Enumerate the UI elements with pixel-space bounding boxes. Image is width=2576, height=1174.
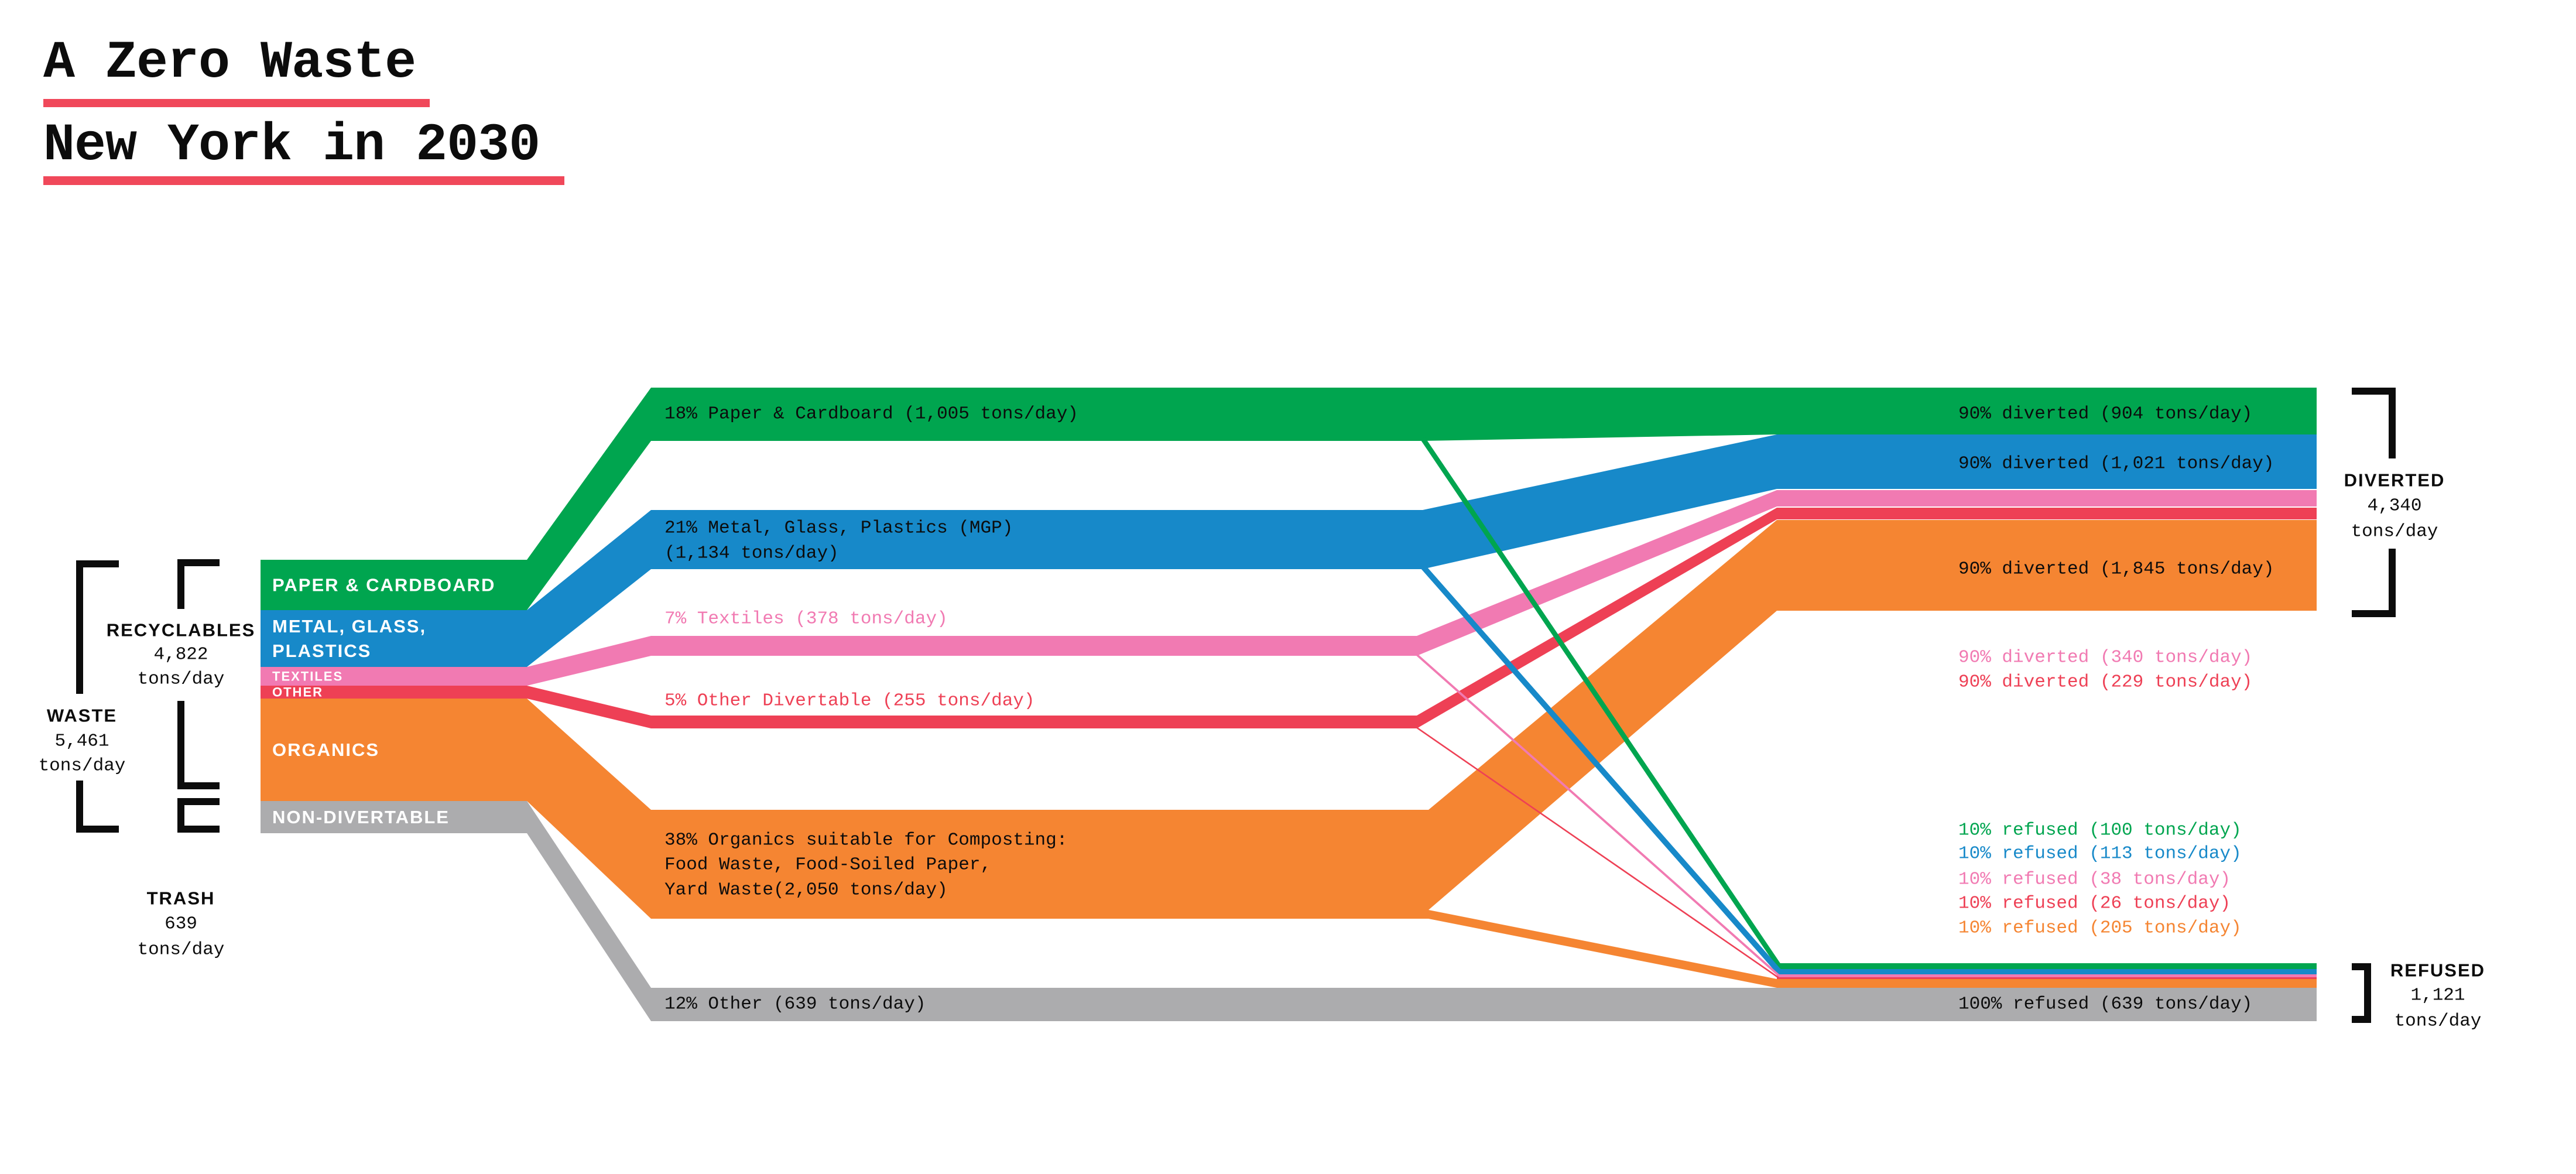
label-textiles-refused: 10% refused (38 tons/day): [1958, 870, 2231, 890]
flow-paper-refused-line: [1420, 437, 1782, 968]
flow-mgp-refused: [1777, 969, 2317, 974]
label-mgp-share: (1,134 tons/day): [664, 543, 839, 564]
bracket-diverted: [2352, 549, 2396, 617]
bracket-refused-name: REFUSED: [2390, 960, 2485, 981]
flow-textiles-refused: [1777, 974, 2317, 977]
label-organics-share: 38% Organics suitable for Composting:: [664, 830, 1067, 851]
label-textiles-share: 7% Textiles (378 tons/day): [664, 609, 948, 629]
node-nondiv: [261, 801, 527, 833]
node-other-label: OTHER: [272, 685, 323, 700]
node-mgp-label: METAL, GLASS,: [272, 616, 426, 636]
title-line-2: New York in 2030: [43, 116, 540, 176]
label-organics-diverted: 90% diverted (1,845 tons/day): [1958, 559, 2274, 580]
bracket-trash-unit: tons/day: [138, 940, 225, 960]
node-mgp-label: PLASTICS: [272, 641, 371, 661]
flow-textiles-refused-line: [1416, 653, 1780, 977]
bracket-recyclables-value: 4,822: [153, 645, 208, 665]
bracket-waste: [76, 560, 119, 694]
label-paper-diverted: 90% diverted (904 tons/day): [1958, 404, 2252, 425]
bracket-trash-name: TRASH: [147, 888, 215, 909]
label-nondiv-refused: 100% refused (639 tons/day): [1958, 994, 2252, 1015]
bracket-diverted-unit: tons/day: [2351, 522, 2438, 542]
flow-textiles-diverted: [527, 490, 2317, 686]
bracket-recyclables: [177, 701, 220, 789]
bracket-diverted: [2352, 388, 2396, 458]
node-organics-label: ORGANICS: [272, 740, 379, 760]
node-other: [261, 686, 527, 699]
flow-paper-refused: [1777, 963, 2317, 969]
bracket-waste-name: WASTE: [47, 706, 117, 726]
title-underline-2: [43, 176, 564, 185]
bracket-recyclables: [177, 559, 220, 609]
flow-mgp-refused-line: [1420, 564, 1782, 974]
label-organics-refused: 10% refused (205 tons/day): [1958, 918, 2242, 939]
flow-organics-diverted: [527, 520, 2317, 919]
label-other-share: 5% Other Divertable (255 tons/day): [664, 691, 1035, 711]
title-underline-1: [43, 99, 430, 107]
bracket-diverted-name: DIVERTED: [2344, 470, 2445, 491]
bracket-waste-value: 5,461: [54, 731, 109, 752]
bracket-refused: [2352, 963, 2371, 1023]
label-organics-share: Yard Waste(2,050 tons/day): [664, 880, 948, 901]
bracket-trash: [177, 798, 220, 833]
bracket-recyclables-unit: tons/day: [138, 669, 225, 690]
node-nondiv-label: NON-DIVERTABLE: [272, 807, 450, 827]
node-paper: [261, 560, 527, 610]
node-organics: [261, 699, 527, 801]
label-mgp-diverted: 90% diverted (1,021 tons/day): [1958, 454, 2274, 474]
bracket-trash-value: 639: [165, 914, 197, 935]
label-mgp-refused: 10% refused (113 tons/day): [1958, 844, 2242, 864]
label-paper-share: 18% Paper & Cardboard (1,005 tons/day): [664, 404, 1078, 425]
bracket-waste: [76, 781, 119, 833]
bracket-diverted-value: 4,340: [2367, 496, 2421, 516]
label-other-diverted: 90% diverted (229 tons/day): [1958, 672, 2252, 693]
flow-nondivertable-refused: [527, 801, 2317, 1021]
title-line-1: A Zero Waste: [43, 33, 416, 93]
node-textiles-label: TEXTILES: [272, 669, 343, 684]
flow-other-refused-line: [1416, 727, 1780, 979]
bracket-refused-value: 1,121: [2410, 985, 2465, 1006]
flow-organics-refused: [1429, 910, 2317, 988]
flow-paper-diverted: [527, 388, 2317, 610]
label-textiles-diverted: 90% diverted (340 tons/day): [1958, 648, 2252, 668]
bracket-waste-unit: tons/day: [39, 756, 126, 776]
label-organics-share: Food Waste, Food-Soiled Paper,: [664, 855, 991, 875]
label-paper-refused: 10% refused (100 tons/day): [1958, 820, 2242, 841]
label-mgp-share: 21% Metal, Glass, Plastics (MGP): [664, 518, 1013, 539]
node-textiles: [261, 667, 527, 686]
label-nondiv-share: 12% Other (639 tons/day): [664, 994, 926, 1015]
node-mgp: [261, 610, 527, 667]
node-paper-label: PAPER & CARDBOARD: [272, 575, 495, 595]
bracket-recyclables-name: RECYCLABLES: [107, 620, 256, 641]
label-other-refused: 10% refused (26 tons/day): [1958, 894, 2231, 914]
flow-mgp-diverted: [527, 434, 2317, 667]
flow-other-refused: [1777, 977, 2317, 979]
bracket-refused-unit: tons/day: [2395, 1011, 2482, 1032]
